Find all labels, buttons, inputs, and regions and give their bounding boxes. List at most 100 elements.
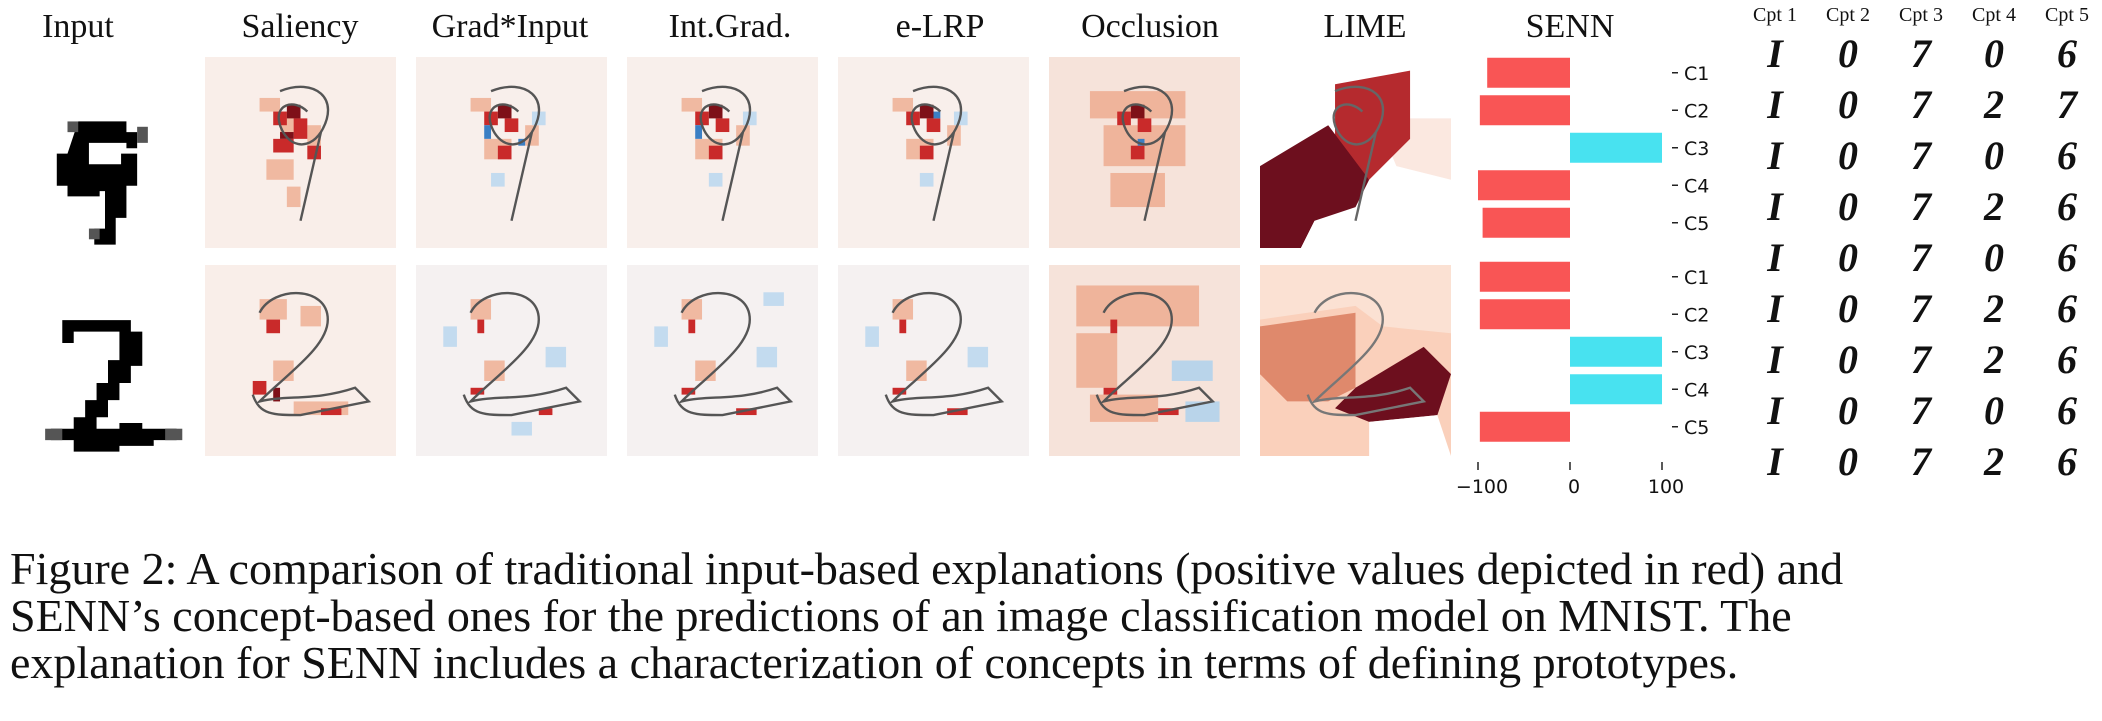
prototype-digit: 6: [2057, 286, 2077, 331]
senn-category-label: C1: [1684, 63, 1709, 85]
int-grad-heatmap-row2: [627, 265, 818, 456]
column-title-e-lrp: e-LRP: [895, 8, 985, 45]
senn-bar-p2-c2: [1479, 299, 1570, 330]
column-title-int-grad: Int.Grad.: [668, 8, 792, 45]
prototype-digit: 6: [2057, 439, 2077, 484]
column-title-grad-input: Grad*Input: [431, 8, 589, 45]
senn-bar-p1-c2: [1479, 95, 1570, 126]
prototype-digit: 0: [1838, 31, 1858, 76]
column-title-lime: LIME: [1323, 8, 1407, 45]
column-title-saliency: Saliency: [241, 8, 359, 45]
senn-x-tick-100: 100: [1647, 476, 1685, 498]
column-title-senn: SENN: [1525, 8, 1615, 45]
prototype-digit: 6: [2057, 337, 2077, 382]
prototype-digit: 0: [1984, 31, 2004, 76]
senn-category-label: C2: [1684, 100, 1709, 122]
prototype-digit: 0: [1838, 235, 1858, 280]
prototype-digit: 0: [1838, 388, 1858, 433]
prototype-digit: I: [1767, 337, 1783, 382]
prototype-digit: 6: [2057, 133, 2077, 178]
saliency-heatmap-row2: [205, 265, 396, 456]
prototype-digit: 2: [1984, 337, 2004, 382]
prototype-digit: 6: [2057, 235, 2077, 280]
concept-prototypes-grid: Cpt 1 Cpt 2 Cpt 3 Cpt 4 Cpt 5 I 0 7 0 6 I 0 7 2 7 I 0 7 0 6…: [1745, 0, 2100, 490]
prototype-digit: 7: [1911, 235, 1931, 280]
senn-category-label: C4: [1684, 175, 1709, 197]
prototype-digit: I: [1767, 439, 1783, 484]
prototype-digit: 2: [1984, 184, 2004, 229]
prototype-digit: 0: [1838, 184, 1858, 229]
prototype-digit: 7: [1911, 388, 1931, 433]
prototype-digit: 0: [1838, 337, 1858, 382]
senn-bar-p2-c1: [1479, 261, 1570, 292]
prototype-digit: I: [1767, 31, 1783, 76]
senn-category-label: C3: [1684, 342, 1709, 364]
senn-bar-p1-c1: [1487, 57, 1570, 88]
caption-line-2: SENN’s concept-based ones for the predic…: [10, 590, 1792, 641]
prototype-digit: 7: [1911, 286, 1931, 331]
prototype-digit: 7: [1911, 337, 1931, 382]
senn-bar-p1-c3: [1570, 132, 1662, 163]
prototype-digit: I: [1767, 235, 1783, 280]
senn-bar-p1-c4: [1478, 170, 1570, 201]
prototype-digit: I: [1767, 388, 1783, 433]
prototype-digit: I: [1767, 286, 1783, 331]
prototype-digit: 6: [2057, 31, 2077, 76]
caption-line-3: explanation for SENN includes a characte…: [10, 637, 1739, 688]
grad-input-heatmap-row2: [416, 265, 607, 456]
prototype-header-cpt-1: Cpt 1: [1753, 4, 1797, 26]
input-digit-2-image: [45, 320, 183, 452]
grad-input-heatmap-row1: [416, 57, 607, 248]
prototype-header-cpt-3: Cpt 3: [1899, 4, 1943, 26]
prototype-digit: 6: [2057, 184, 2077, 229]
senn-category-label: C1: [1684, 267, 1709, 289]
prototype-digit: 2: [1984, 439, 2004, 484]
senn-bar-p2-c5: [1479, 411, 1570, 442]
senn-concept-relevance-chart: C1 C2 C3 C4 C5 C1 C2 C3 C4 C5: [1477, 57, 1709, 470]
saliency-heatmap-row1: [205, 57, 396, 248]
senn-x-tick-0: 0: [1567, 476, 1581, 498]
prototype-digit: 0: [1838, 439, 1858, 484]
input-digit-9-image: [56, 121, 148, 245]
senn-category-label: C3: [1684, 138, 1709, 160]
senn-bar-p1-c5: [1482, 207, 1570, 238]
senn-bar-p2-c3: [1570, 336, 1662, 367]
prototype-digit: 2: [1984, 286, 2004, 331]
prototype-digit: 0: [1838, 133, 1858, 178]
senn-bar-p2-c4: [1570, 374, 1662, 405]
prototype-digit: 7: [2057, 82, 2077, 127]
occlusion-heatmap-row1: [1049, 57, 1240, 248]
occlusion-heatmap-row2: [1049, 265, 1240, 456]
prototype-digit: 0: [1838, 82, 1858, 127]
prototype-header-cpt-5: Cpt 5: [2045, 4, 2089, 26]
e-lrp-heatmap-row2: [838, 265, 1029, 456]
senn-category-label: C5: [1684, 417, 1709, 439]
lime-heatmap-row2: [1260, 265, 1451, 456]
prototype-digit: 7: [1911, 439, 1931, 484]
prototype-digit: 2: [1984, 82, 2004, 127]
prototype-digit: 7: [1911, 31, 1931, 76]
prototype-digit: I: [1767, 82, 1783, 127]
senn-x-tick-neg100: −100: [1455, 476, 1509, 498]
figure-caption: Figure 2: A comparison of traditional in…: [10, 545, 2100, 686]
lime-heatmap-row1: [1260, 57, 1451, 248]
int-grad-heatmap-row1: [627, 57, 818, 248]
prototype-digit: 0: [1984, 133, 2004, 178]
prototype-header-cpt-4: Cpt 4: [1972, 4, 2016, 26]
senn-category-label: C4: [1684, 379, 1709, 401]
prototype-header-cpt-2: Cpt 2: [1826, 4, 1870, 26]
e-lrp-heatmap-row1: [838, 57, 1029, 248]
prototype-digit: 7: [1911, 133, 1931, 178]
prototype-digit: 6: [2057, 388, 2077, 433]
senn-category-label: C2: [1684, 304, 1709, 326]
prototype-digit: 0: [1984, 388, 2004, 433]
caption-line-1: Figure 2: A comparison of traditional in…: [10, 543, 1844, 594]
prototype-digit: 0: [1984, 235, 2004, 280]
prototype-digit: 0: [1838, 286, 1858, 331]
column-title-input: Input: [42, 8, 114, 45]
senn-category-label: C5: [1684, 213, 1709, 235]
prototype-digit: 7: [1911, 82, 1931, 127]
prototype-digit: 7: [1911, 184, 1931, 229]
column-title-occlusion: Occlusion: [1081, 8, 1219, 45]
prototype-digit: I: [1767, 133, 1783, 178]
